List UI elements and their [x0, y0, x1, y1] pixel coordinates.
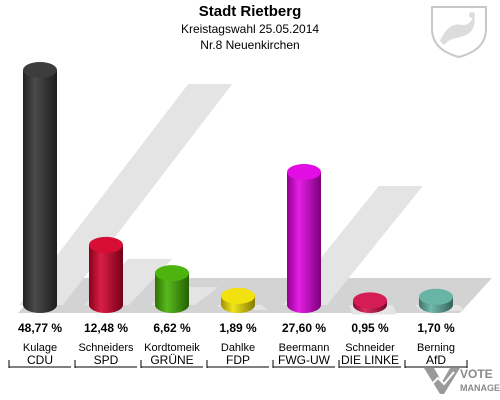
party-label: AfD — [426, 353, 446, 367]
bar-cap — [23, 62, 57, 78]
bar-cap — [287, 164, 321, 181]
party-label: SPD — [94, 353, 119, 367]
value-labels: 48,77 % 12,48 % 6,62 % 1,89 % 27,60 % 0,95 % 1… — [18, 321, 455, 335]
svg-text:VOTE: VOTE — [460, 367, 493, 381]
candidate-label: Berning — [417, 342, 455, 354]
bar-cap — [221, 287, 255, 304]
vote-manager-logo: VOTE MANAGER — [424, 367, 500, 394]
value-label: 1,70 % — [417, 321, 455, 335]
party-label: FWG-UW — [278, 353, 331, 367]
chart-subtitle: Kreistagswahl 25.05.2014 — [180, 22, 320, 36]
bar-gr-ne — [155, 273, 189, 313]
value-label: 27,60 % — [282, 321, 326, 335]
party-label: DIE LINKE — [341, 353, 399, 367]
bars — [23, 62, 453, 313]
value-label: 0,95 % — [351, 321, 389, 335]
bar-fwg-uw — [287, 172, 321, 313]
bar-cap — [419, 288, 453, 305]
bar-cap — [89, 236, 123, 253]
bar-cdu — [23, 70, 57, 313]
bar-cap — [155, 265, 189, 282]
bar-cap — [353, 292, 387, 309]
candidate-label: Beermann — [279, 342, 330, 354]
candidate-label: Dahlke — [221, 342, 255, 354]
candidate-label: Kulage — [23, 342, 57, 354]
bar-shadow — [19, 84, 233, 305]
bar-spd — [89, 244, 123, 313]
chart-title: Stadt Rietberg — [198, 3, 302, 20]
crest-icon — [431, 6, 487, 59]
value-label: 6,62 % — [153, 321, 191, 335]
candidate-label: Schneiders — [78, 342, 134, 354]
svg-text:MANAGER: MANAGER — [460, 383, 500, 393]
party-label: CDU — [27, 353, 53, 367]
district-label: Nr.8 Neuenkirchen — [200, 38, 300, 52]
party-label: GRÜNE — [150, 353, 193, 367]
value-label: 12,48 % — [84, 321, 128, 335]
party-label: FDP — [226, 353, 250, 367]
candidate-label: Kordtomeik — [144, 342, 200, 354]
value-label: 48,77 % — [18, 321, 62, 335]
value-label: 1,89 % — [219, 321, 257, 335]
candidate-label: Schneider — [345, 342, 395, 354]
